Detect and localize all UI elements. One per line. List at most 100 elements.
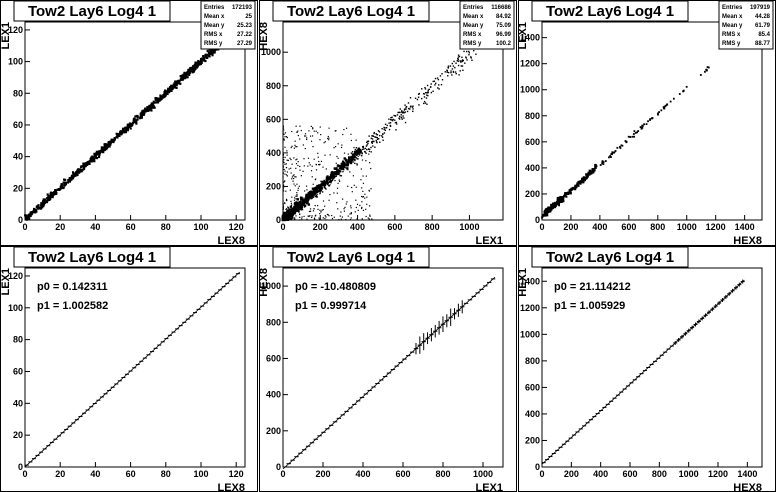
data-point [320, 183, 322, 185]
data-point [347, 215, 349, 217]
data-point [286, 199, 288, 202]
data-point [191, 70, 194, 73]
data-point [48, 196, 51, 199]
data-point [454, 71, 457, 73]
data-point [573, 187, 577, 191]
data-point [375, 139, 377, 142]
data-point [365, 208, 367, 210]
data-point [704, 70, 706, 73]
data-point [315, 186, 319, 190]
data-point [350, 213, 352, 215]
y-tick-label: 20 [13, 183, 23, 193]
data-point [284, 202, 286, 205]
data-point [318, 217, 320, 219]
data-point [74, 174, 77, 177]
data-point [365, 160, 367, 162]
y-axis-label: LEX1 [0, 22, 12, 50]
data-point [285, 198, 288, 200]
data-point [355, 186, 357, 188]
data-point [283, 217, 287, 220]
data-point [355, 154, 358, 157]
data-point [283, 190, 285, 192]
stats-value: 75.09 [496, 23, 512, 29]
stats-key: Mean y [204, 23, 225, 29]
data-point [109, 143, 112, 146]
data-point [576, 183, 579, 187]
data-point [197, 60, 200, 63]
data-point [468, 54, 470, 56]
data-point [546, 210, 550, 213]
data-point [283, 215, 286, 218]
data-point [324, 186, 326, 188]
data-point [166, 89, 170, 92]
data-point [313, 130, 315, 132]
data-point [312, 127, 314, 129]
data-point [446, 71, 448, 73]
data-point [200, 61, 203, 64]
data-point [669, 100, 672, 103]
chart-title: Tow2 Lay6 Log4 1 [287, 3, 415, 20]
data-point [284, 146, 286, 148]
data-point [283, 139, 285, 141]
data-point [135, 119, 138, 122]
data-point [333, 172, 336, 176]
data-point [173, 83, 176, 86]
data-point [436, 77, 439, 79]
data-point [457, 54, 460, 56]
data-point [707, 66, 710, 69]
data-point [285, 174, 288, 176]
data-point [282, 161, 284, 163]
data-point [185, 72, 188, 75]
data-point [112, 138, 115, 142]
data-point [47, 195, 50, 198]
data-point [366, 140, 369, 143]
y-tick-label: 200 [525, 189, 540, 199]
data-point [128, 125, 131, 128]
data-point [293, 207, 297, 210]
data-point [365, 175, 367, 177]
data-point [438, 88, 440, 90]
data-point [68, 176, 71, 180]
y-tick-label: 1000 [261, 281, 281, 291]
data-point [129, 127, 132, 130]
data-point [171, 86, 174, 89]
data-point [314, 190, 318, 194]
data-point [591, 169, 595, 173]
data-point [608, 156, 610, 159]
data-point [152, 100, 155, 103]
data-point [627, 135, 630, 138]
data-point [388, 128, 391, 131]
x-tick-label: 20 [55, 469, 65, 479]
data-point [349, 213, 351, 215]
data-point [619, 145, 621, 148]
data-point [198, 61, 201, 64]
data-point [457, 60, 460, 62]
data-point [404, 104, 406, 106]
data-point [299, 125, 301, 127]
data-point [645, 123, 648, 126]
x-tick-label: 200 [563, 222, 578, 232]
data-point [466, 59, 468, 61]
data-point [308, 195, 312, 198]
data-point [175, 86, 178, 89]
data-point [130, 124, 133, 127]
data-point [383, 132, 386, 134]
stats-value: 85.4 [758, 32, 770, 38]
data-point [296, 146, 298, 148]
data-point [427, 94, 429, 97]
x-tick-label: 0 [539, 469, 544, 479]
data-point [342, 198, 344, 200]
data-point [92, 155, 95, 158]
data-point [321, 191, 324, 193]
data-point [293, 147, 295, 149]
data-point [194, 61, 197, 64]
data-point [46, 193, 49, 196]
data-point [97, 155, 101, 159]
data-point [304, 147, 306, 150]
data-point [373, 131, 375, 134]
data-point [295, 167, 297, 169]
data-point [564, 192, 567, 195]
data-point [293, 210, 297, 213]
stats-value: 25.23 [237, 23, 253, 29]
data-point [316, 193, 318, 195]
